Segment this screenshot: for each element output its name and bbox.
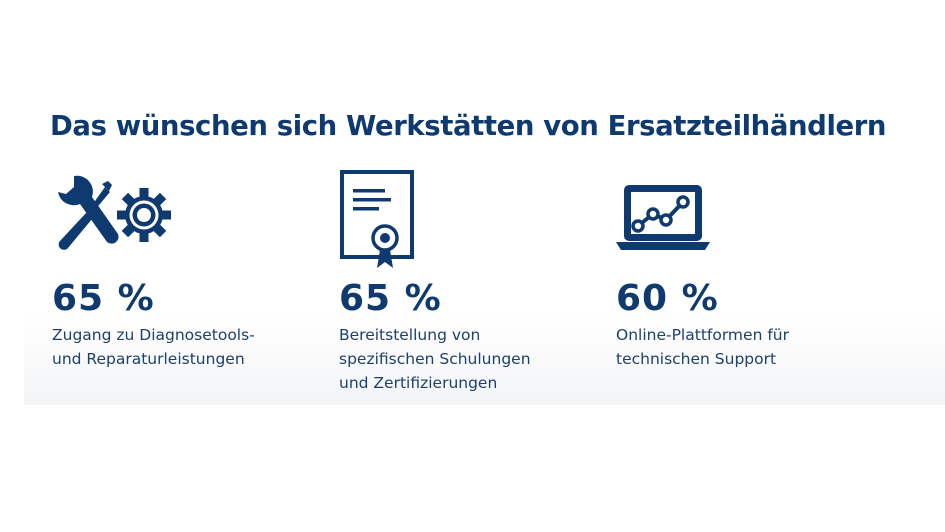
stat-description: Bereitstellung von spezifischen Schulung…: [339, 323, 531, 395]
laptop-chart-icon: [616, 170, 716, 264]
wrench-screwdriver-gear-icon: [52, 170, 177, 264]
stat-description-line: und Zertifizierungen: [339, 374, 498, 392]
stat-percent: 65 %: [339, 278, 442, 319]
stat-description-line: Bereitstellung von: [339, 326, 481, 344]
stat-description: Online-Plattformen für technischen Suppo…: [616, 323, 789, 371]
stat-description-line: technischen Support: [616, 350, 777, 368]
stat-percent: 65 %: [52, 278, 155, 319]
stat-description: Zugang zu Diagnosetools- und Reparaturle…: [52, 323, 255, 371]
stat-percent: 60 %: [616, 278, 719, 319]
stat-description-line: Online-Plattformen für: [616, 326, 789, 344]
stat-description-line: und Reparaturleistungen: [52, 350, 245, 368]
certificate-icon: [339, 170, 419, 274]
page-title: Das wünschen sich Werkstätten von Ersatz…: [50, 110, 887, 142]
stat-description-line: spezifischen Schulungen: [339, 350, 531, 368]
stat-description-line: Zugang zu Diagnosetools-: [52, 326, 255, 344]
infographic-panel: [24, 0, 945, 405]
